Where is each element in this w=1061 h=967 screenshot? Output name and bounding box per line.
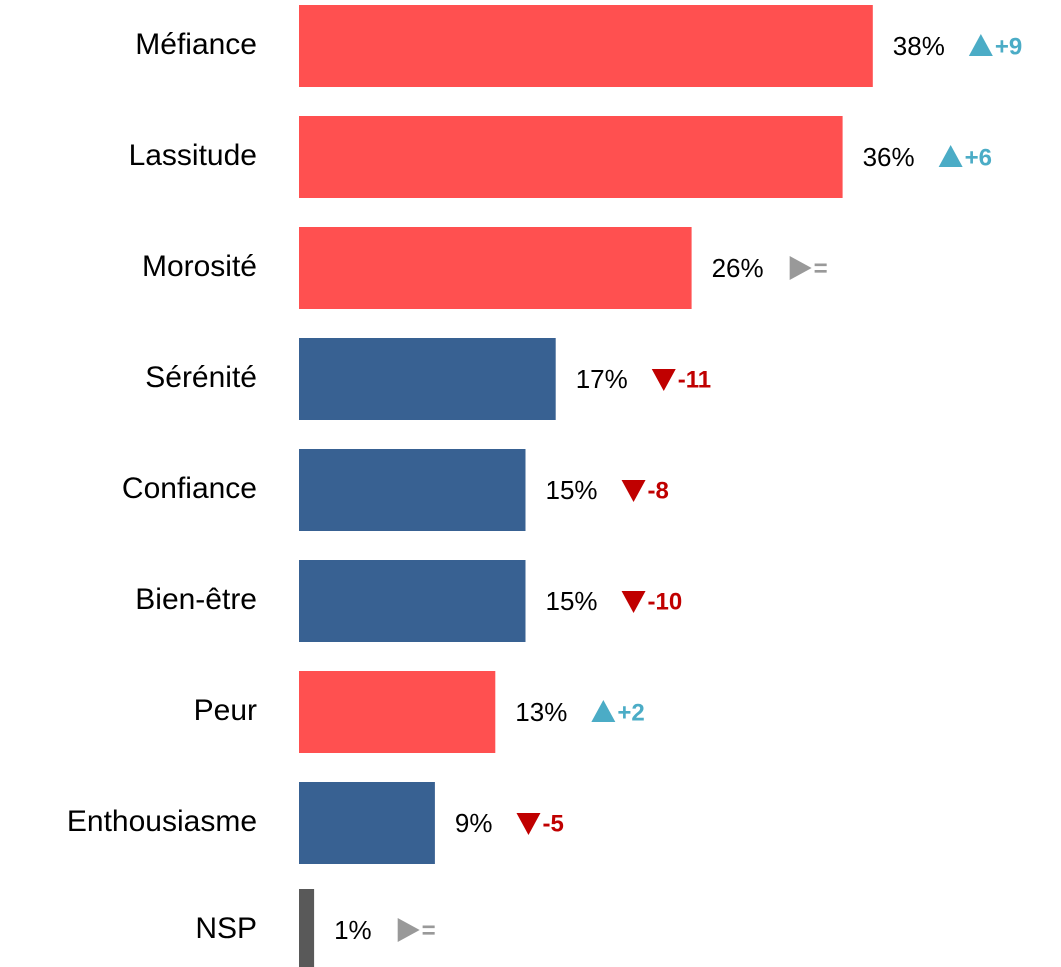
change-label: -8	[648, 477, 669, 504]
value-label: 26%	[712, 253, 764, 283]
bar	[299, 227, 692, 309]
change-arrow	[397, 918, 420, 942]
change-label: =	[422, 917, 436, 944]
bar	[299, 671, 496, 753]
bar	[299, 560, 526, 642]
category-label: NSP	[195, 912, 257, 945]
bar	[299, 449, 526, 531]
change-arrow	[621, 480, 646, 502]
change-label: +9	[995, 33, 1022, 60]
bar	[299, 889, 315, 967]
value-label: 9%	[455, 808, 493, 838]
value-label: 17%	[576, 364, 628, 394]
change-arrow	[968, 34, 993, 56]
category-label: Sérénité	[145, 361, 257, 394]
category-label: Confiance	[122, 472, 257, 505]
change-arrow	[516, 813, 541, 835]
value-label: 13%	[515, 697, 567, 727]
value-label: 1%	[334, 915, 372, 945]
change-label: =	[814, 255, 828, 282]
change-label: +2	[617, 699, 644, 726]
category-label: Méfiance	[135, 28, 257, 61]
change-label: -5	[542, 810, 563, 837]
change-label: -10	[648, 588, 683, 615]
change-label: +6	[965, 144, 992, 171]
change-arrow	[938, 145, 963, 167]
value-label: 38%	[893, 31, 945, 61]
change-arrow	[789, 256, 812, 280]
bar	[299, 338, 556, 420]
value-label: 15%	[546, 475, 598, 505]
change-arrow	[651, 369, 676, 391]
bar	[299, 782, 435, 864]
category-label: Morosité	[142, 250, 257, 283]
bar	[299, 116, 843, 198]
category-label: Lassitude	[129, 139, 257, 172]
change-arrow	[621, 591, 646, 613]
change-label: -11	[678, 366, 711, 393]
value-label: 36%	[863, 142, 915, 172]
category-label: Enthousiasme	[67, 805, 257, 838]
category-label: Bien-être	[135, 583, 257, 616]
category-label: Peur	[194, 694, 257, 727]
bar	[299, 5, 873, 87]
value-label: 15%	[546, 586, 598, 616]
change-arrow	[591, 700, 616, 722]
